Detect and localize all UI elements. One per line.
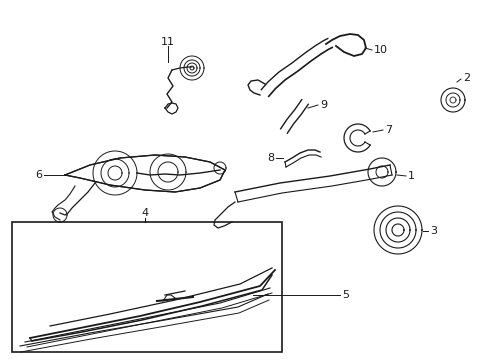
Text: 6: 6: [35, 170, 42, 180]
Bar: [12, 222, 282, 352]
Text: 5: 5: [341, 290, 348, 300]
Text: 11: 11: [161, 37, 175, 47]
Text: 7: 7: [384, 125, 391, 135]
Text: 8: 8: [266, 153, 273, 163]
Text: 3: 3: [429, 226, 436, 236]
Text: 9: 9: [319, 100, 326, 110]
Polygon shape: [65, 155, 224, 192]
Text: 4: 4: [141, 208, 148, 218]
Text: 2: 2: [462, 73, 469, 83]
Text: 1: 1: [407, 171, 414, 181]
Text: 10: 10: [373, 45, 387, 55]
